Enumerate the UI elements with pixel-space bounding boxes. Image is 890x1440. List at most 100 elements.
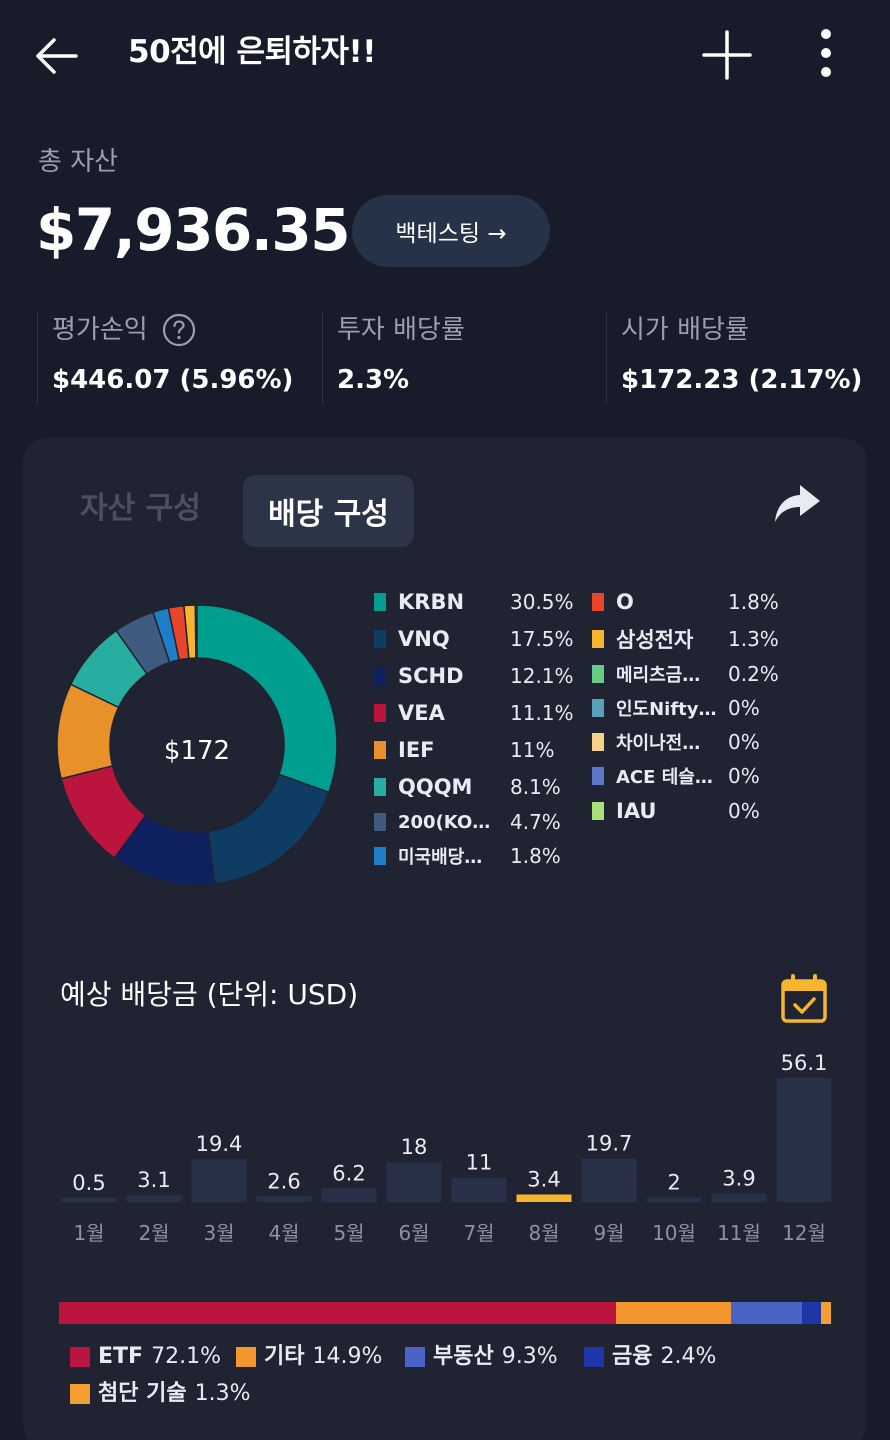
donut-center-label: $172 xyxy=(164,736,230,766)
bar-value-label: 19.4 xyxy=(196,1132,243,1156)
category-legend-item: 기타 14.9% xyxy=(236,1342,382,1372)
legend-item: SCHD 12.1% xyxy=(374,661,574,691)
bar-9[interactable] xyxy=(581,1158,637,1202)
category-swatch xyxy=(584,1347,604,1367)
category-swatch xyxy=(236,1347,256,1367)
legend-swatch xyxy=(592,699,604,717)
legend-percent: 1.8% xyxy=(728,590,779,614)
more-vertical-icon xyxy=(821,29,831,77)
legend-item: KRBN 30.5% xyxy=(374,587,574,617)
share-button[interactable] xyxy=(770,482,826,528)
stat-investment-yield: 투자 배당률 2.3% xyxy=(322,312,465,404)
legend-name: 인도Nifty… xyxy=(616,699,717,720)
legend-item: 삼성전자 1.3% xyxy=(592,624,792,654)
legend-item: 메리츠금… 0.2% xyxy=(592,659,792,689)
legend-name: VNQ xyxy=(398,627,450,651)
legend-item: QQQM 8.1% xyxy=(374,772,574,802)
bar-value-label: 2.6 xyxy=(267,1169,300,1193)
legend-item: O 1.8% xyxy=(592,587,792,617)
legend-item: 미국배당… 1.8% xyxy=(374,841,574,871)
legend-swatch xyxy=(592,665,604,683)
bar-6[interactable] xyxy=(386,1162,442,1202)
bar-2[interactable] xyxy=(126,1195,182,1202)
share-arrow-icon xyxy=(775,485,820,522)
back-button[interactable] xyxy=(30,28,86,84)
donut-slice-6 xyxy=(115,611,171,675)
legend-name: KRBN xyxy=(398,590,465,614)
bar-7[interactable] xyxy=(451,1177,507,1202)
more-button[interactable] xyxy=(806,26,846,82)
legend-item: 차이나전… 0% xyxy=(592,727,792,757)
legend-name: 미국배당… xyxy=(398,847,483,868)
legend-name: 200(KO… xyxy=(398,811,491,833)
bar-3[interactable] xyxy=(191,1159,247,1202)
tab-asset-composition[interactable]: 자산 구성 xyxy=(80,491,201,526)
backtest-button[interactable]: 백테스팅 → xyxy=(352,195,550,267)
legend-name: 삼성전자 xyxy=(616,628,694,652)
category-segment-2 xyxy=(730,1302,803,1324)
bar-value-label: 3.4 xyxy=(527,1167,560,1191)
bar-12[interactable] xyxy=(776,1078,832,1202)
category-name: 부동산 xyxy=(433,1344,494,1369)
category-name: 첨단 기술 xyxy=(98,1381,187,1406)
bar-value-label: 3.1 xyxy=(137,1168,170,1192)
month-tick-label: 11월 xyxy=(717,1221,761,1245)
stat-unrealized-pnl: 평가손익 $446.07 (5.96%) xyxy=(37,312,293,404)
legend-name: 메리츠금… xyxy=(616,665,701,686)
month-tick-label: 5월 xyxy=(333,1221,364,1245)
help-icon[interactable] xyxy=(162,313,196,347)
stat-value: $172.23 (2.17%) xyxy=(621,365,863,395)
bar-11[interactable] xyxy=(711,1193,767,1202)
dividend-donut-chart: $172 xyxy=(56,604,338,886)
category-legend-item: 금융 2.4% xyxy=(584,1342,716,1372)
tab-dividend-composition[interactable]: 배당 구성 xyxy=(243,475,414,547)
category-percent: 2.4% xyxy=(660,1344,717,1369)
legend-swatch xyxy=(592,767,604,785)
plus-icon xyxy=(702,30,752,80)
bar-8[interactable] xyxy=(516,1194,572,1202)
category-swatch xyxy=(70,1347,90,1367)
legend-percent: 1.3% xyxy=(728,627,779,651)
category-segment-0 xyxy=(59,1302,616,1324)
month-tick-label: 1월 xyxy=(73,1221,104,1245)
legend-percent: 11% xyxy=(510,738,555,762)
bar-value-label: 0.5 xyxy=(72,1171,105,1195)
category-percent: 9.3% xyxy=(501,1344,558,1369)
legend-swatch xyxy=(592,593,604,611)
month-tick-label: 3월 xyxy=(203,1221,234,1245)
category-name: 기타 xyxy=(264,1344,305,1369)
month-tick-label: 12월 xyxy=(782,1221,826,1245)
donut-slice-3 xyxy=(60,765,147,860)
expected-dividend-title: 예상 배당금 (단위: USD) xyxy=(60,978,359,1011)
legend-percent: 11.1% xyxy=(510,701,574,725)
stat-market-yield: 시가 배당률 $172.23 (2.17%) xyxy=(606,312,862,404)
legend-swatch xyxy=(374,813,386,831)
category-name: ETF xyxy=(98,1344,144,1369)
portfolio-title: 50전에 은퇴하자!! xyxy=(128,34,376,70)
legend-name: IAU xyxy=(616,799,657,823)
category-percent: 1.3% xyxy=(194,1381,251,1406)
bar-4[interactable] xyxy=(256,1196,312,1202)
calendar-button[interactable] xyxy=(779,973,829,1025)
bar-value-label: 2 xyxy=(667,1171,680,1195)
add-button[interactable] xyxy=(700,28,754,82)
legend-item: VNQ 17.5% xyxy=(374,624,574,654)
legend-item: VEA 11.1% xyxy=(374,698,574,728)
category-percent: 72.1% xyxy=(151,1344,221,1369)
bar-value-label: 6.2 xyxy=(332,1161,365,1185)
legend-percent: 0% xyxy=(728,764,760,788)
legend-name: 차이나전… xyxy=(616,733,701,754)
bar-1[interactable] xyxy=(61,1198,117,1202)
composition-card xyxy=(23,438,867,1440)
legend-swatch xyxy=(374,741,386,759)
legend-item: IEF 11% xyxy=(374,735,574,765)
month-tick-label: 10월 xyxy=(652,1221,696,1245)
donut-slice-0 xyxy=(196,604,338,794)
bar-5[interactable] xyxy=(321,1188,377,1202)
month-tick-label: 9월 xyxy=(593,1221,624,1245)
total-assets-value: $7,936.35 xyxy=(36,196,351,264)
category-name: 금융 xyxy=(612,1344,653,1369)
legend-percent: 30.5% xyxy=(510,590,574,614)
bar-10[interactable] xyxy=(646,1197,702,1202)
legend-swatch xyxy=(374,630,386,648)
